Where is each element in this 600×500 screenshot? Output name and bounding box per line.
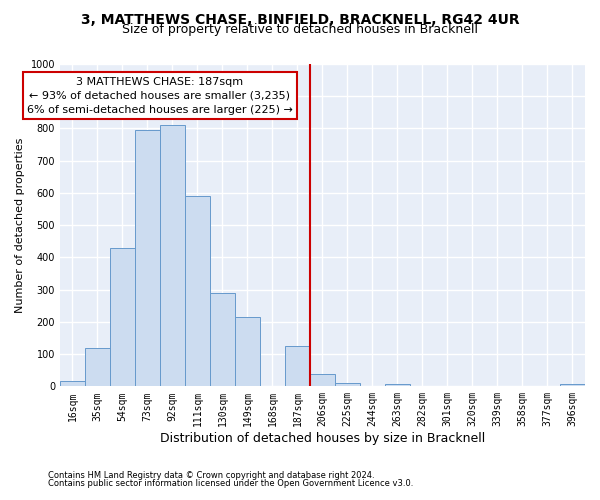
Bar — [185, 196, 210, 386]
Bar — [385, 384, 410, 386]
Bar — [110, 248, 135, 386]
Text: Contains HM Land Registry data © Crown copyright and database right 2024.: Contains HM Land Registry data © Crown c… — [48, 471, 374, 480]
Bar — [60, 380, 85, 386]
Bar — [560, 384, 585, 386]
Text: Size of property relative to detached houses in Bracknell: Size of property relative to detached ho… — [122, 22, 478, 36]
Text: Contains public sector information licensed under the Open Government Licence v3: Contains public sector information licen… — [48, 478, 413, 488]
Y-axis label: Number of detached properties: Number of detached properties — [15, 138, 25, 313]
Bar — [160, 125, 185, 386]
Bar — [310, 374, 335, 386]
Bar — [135, 130, 160, 386]
Text: 3 MATTHEWS CHASE: 187sqm
← 93% of detached houses are smaller (3,235)
6% of semi: 3 MATTHEWS CHASE: 187sqm ← 93% of detach… — [27, 77, 293, 115]
Bar — [85, 348, 110, 387]
Bar — [285, 346, 310, 387]
Text: 3, MATTHEWS CHASE, BINFIELD, BRACKNELL, RG42 4UR: 3, MATTHEWS CHASE, BINFIELD, BRACKNELL, … — [80, 12, 520, 26]
X-axis label: Distribution of detached houses by size in Bracknell: Distribution of detached houses by size … — [160, 432, 485, 445]
Bar — [235, 317, 260, 386]
Bar — [335, 383, 360, 386]
Bar — [210, 293, 235, 386]
